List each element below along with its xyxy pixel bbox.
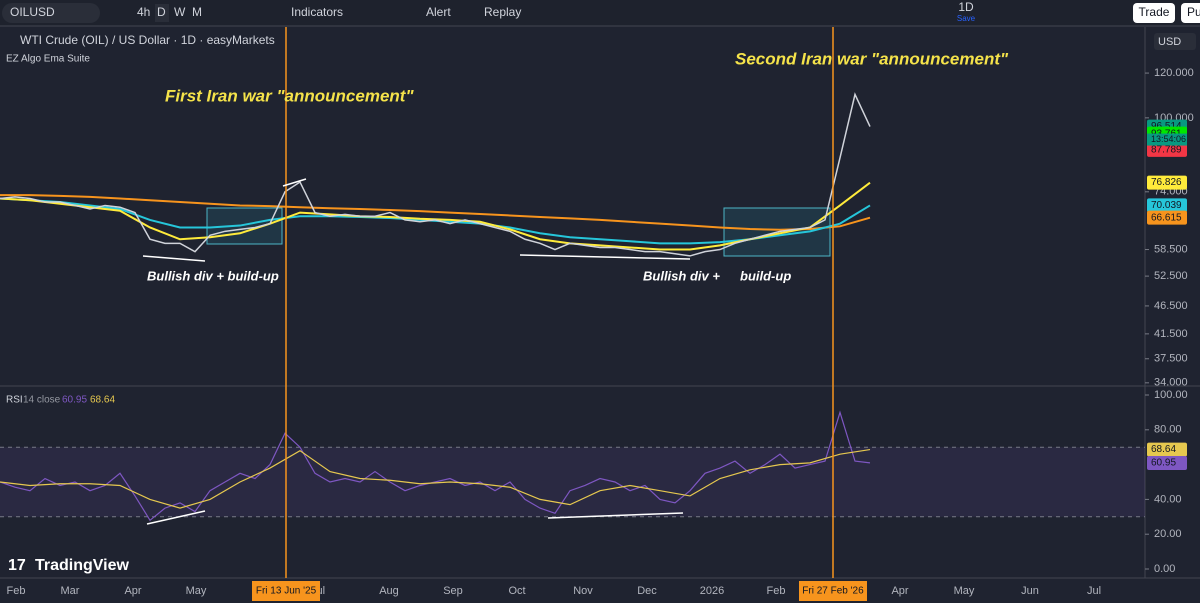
x-tick-label: Mar <box>61 585 80 597</box>
replay-button[interactable]: Replay <box>484 5 521 19</box>
interval[interactable]: 4h <box>137 5 150 19</box>
publish-label[interactable]: Pu <box>1187 5 1200 19</box>
y-tick-label: 40.00 <box>1154 493 1182 505</box>
trend-line <box>146 510 206 525</box>
price-badge-label: 87.789 <box>1151 144 1182 155</box>
series-line <box>0 410 871 522</box>
event-date-badge <box>252 581 320 601</box>
y-tick-label: 0.00 <box>1154 563 1175 575</box>
trend-line <box>142 255 206 262</box>
price-badge <box>1147 175 1187 190</box>
price-badge-label: 70.039 <box>1151 200 1182 211</box>
price-badge-label: 76.826 <box>1151 177 1182 188</box>
y-tick-label: 37.500 <box>1154 353 1188 365</box>
x-tick-label: Dec <box>637 585 657 597</box>
legend-title: WTI Crude (OIL) / US Dollar · 1D · easyM… <box>20 33 275 47</box>
x-tick-label: 2026 <box>700 585 724 597</box>
x-tick-label: May <box>954 585 975 597</box>
indicators-button[interactable]: Indicators <box>291 5 343 19</box>
y-tick-label: 52.500 <box>1154 270 1188 282</box>
trend-line <box>547 512 684 519</box>
y-tick-label: 58.500 <box>1154 243 1188 255</box>
currency-box[interactable] <box>1154 33 1196 50</box>
alert-button[interactable]: Alert <box>426 5 451 19</box>
timeframe[interactable]: 1D <box>958 0 974 14</box>
annotation: Bullish div + <box>643 268 720 283</box>
event-date: Fri 27 Feb '26 <box>802 586 864 597</box>
x-tick-label: Feb <box>767 585 786 597</box>
symbol-box[interactable] <box>2 3 100 23</box>
annotation: Second Iran war "announcement" <box>735 49 1009 68</box>
x-tick-label: Sep <box>443 585 463 597</box>
interval[interactable]: M <box>192 5 202 19</box>
legend-indicator: EZ Algo Ema Suite <box>6 54 90 65</box>
series-line <box>0 448 871 509</box>
x-tick-label: Jun <box>1021 585 1039 597</box>
x-tick-label: Aug <box>379 585 399 597</box>
x-tick-label: Apr <box>124 585 141 597</box>
countdown: 13:54:06 <box>1151 134 1186 144</box>
rsi-params: 14 close <box>23 395 61 406</box>
annotation: Bullish div + build-up <box>147 268 279 283</box>
price-badge <box>1147 210 1187 225</box>
trade-label[interactable]: Trade <box>1139 5 1170 19</box>
series-line <box>0 194 871 231</box>
publish-button[interactable] <box>1181 3 1200 23</box>
y-tick-label: 46.500 <box>1154 300 1188 312</box>
trend-line <box>519 254 691 260</box>
price-badge <box>1147 455 1187 470</box>
interval[interactable]: W <box>174 5 186 19</box>
currency[interactable]: USD <box>1158 36 1181 48</box>
x-tick-label: Apr <box>891 585 908 597</box>
countdown-badge <box>1147 133 1187 146</box>
event-date: Fri 13 Jun '25 <box>256 586 317 597</box>
series-line <box>0 92 871 257</box>
price-badge <box>1147 142 1187 157</box>
y-tick-label: 100.00 <box>1154 389 1188 401</box>
interval[interactable]: D <box>157 5 166 19</box>
brand: TradingView <box>35 557 130 574</box>
brand-logo: 17 <box>8 557 26 574</box>
price-badge-label: 60.95 <box>1151 458 1176 469</box>
rsi-ma-value: 68.64 <box>90 395 115 406</box>
x-tick-label: Oct <box>508 585 525 597</box>
annotation: build-up <box>740 268 791 283</box>
event-date-badge <box>799 581 867 601</box>
x-tick-label: Feb <box>7 585 26 597</box>
x-tick-label: May <box>186 585 207 597</box>
rsi-value: 60.95 <box>62 395 87 406</box>
y-tick-label: 80.00 <box>1154 424 1182 436</box>
interval-active <box>155 4 169 22</box>
y-tick-label: 34.000 <box>1154 377 1188 389</box>
x-tick-label: Jul <box>1087 585 1101 597</box>
trade-button[interactable] <box>1133 3 1175 23</box>
price-badge-label: 66.615 <box>1151 212 1182 223</box>
price-badge <box>1147 442 1187 457</box>
toolbar <box>0 0 1200 26</box>
y-tick-label: 120.000 <box>1154 67 1194 79</box>
symbol[interactable]: OILUSD <box>10 5 55 19</box>
y-tick-label: 20.00 <box>1154 528 1182 540</box>
save[interactable]: Save <box>957 14 976 23</box>
rsi-name: RSI <box>6 395 23 406</box>
y-tick-label: 41.500 <box>1154 328 1188 340</box>
price-badge-label: 68.64 <box>1151 444 1176 455</box>
x-tick-label: Nov <box>573 585 593 597</box>
price-badge <box>1147 198 1187 213</box>
series-line <box>0 197 871 245</box>
trend-line <box>282 178 307 187</box>
annotation: First Iran war "announcement" <box>165 86 414 105</box>
